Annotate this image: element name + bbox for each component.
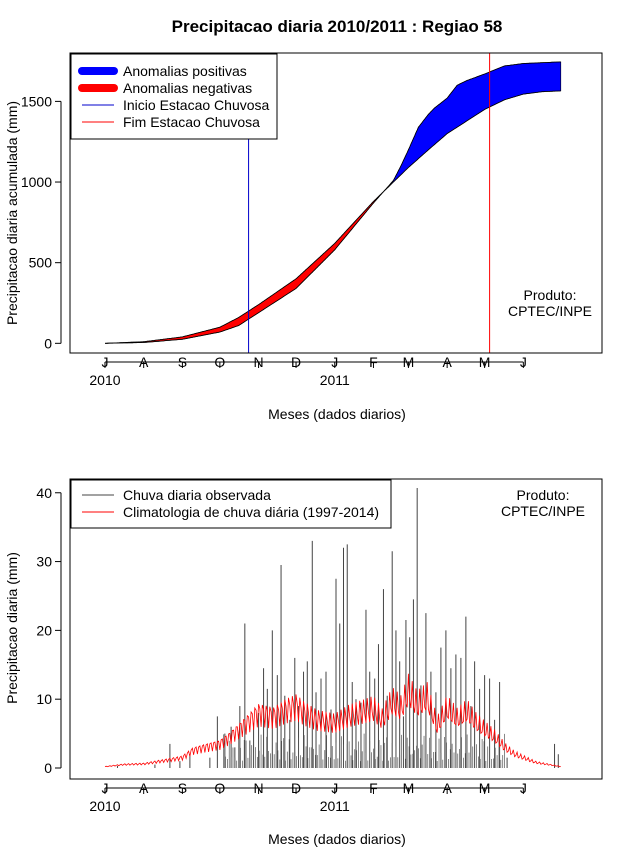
panel-daily: 0 10 20 30 40 J A S O N D J F M A M J 2010 2011 Precipita…	[4, 478, 603, 847]
y-tick-label: 500	[29, 255, 53, 271]
x-tick-label: O	[214, 780, 225, 796]
x-tick-label: A	[442, 354, 452, 370]
x-year-label: 2011	[320, 372, 350, 388]
x-tick-label: A	[139, 354, 149, 370]
x-axis-ticks: J A S O N D J F M A M J 2010 2011	[89, 354, 526, 388]
legend: Anomalias positivas Anomalias negativas …	[70, 53, 278, 140]
x-axis-ticks-daily: J A S O N D J F M A M J 2010 2011	[89, 780, 526, 814]
legend-label-observed: Chuva diaria observada	[123, 487, 271, 503]
plot-frame-daily	[69, 478, 603, 780]
x-year-label: 2010	[89, 798, 120, 814]
x-tick-label: N	[254, 780, 264, 796]
x-tick-label: M	[479, 780, 491, 796]
y-axis-label: Precipitacao diaria acumulada (mm)	[4, 101, 20, 325]
y-tick-label: 10	[36, 691, 52, 707]
x-tick-label: J	[101, 780, 108, 796]
x-tick-label: M	[403, 354, 415, 370]
x-axis-label-daily: Meses (dados diarios)	[268, 831, 406, 847]
legend-daily: Chuva diaria observada Climatologia de c…	[70, 479, 392, 529]
y-tick-label: 0	[44, 335, 52, 351]
y-axis-label-daily: Precipitacao diaria (mm)	[4, 552, 20, 704]
product-label: Produto:	[524, 287, 577, 303]
chart-title: Precipitacao diaria 2010/2011 : Regiao 5…	[172, 17, 503, 36]
x-tick-label: D	[291, 780, 301, 796]
x-tick-label: J	[520, 780, 527, 796]
product-source: CPTEC/INPE	[508, 303, 592, 319]
y-tick-label: 1000	[21, 174, 52, 190]
x-year-label: 2010	[89, 372, 120, 388]
legend-box-daily	[70, 479, 392, 529]
legend-label-negative: Anomalias negativas	[123, 80, 252, 96]
plot-frame	[69, 52, 603, 354]
x-tick-label: O	[214, 354, 225, 370]
x-tick-label: S	[178, 354, 187, 370]
x-tick-label: J	[520, 354, 527, 370]
legend-label-start: Inicio Estacao Chuvosa	[123, 97, 270, 113]
legend-label-end: Fim Estacao Chuvosa	[123, 114, 260, 130]
x-tick-label: S	[178, 780, 187, 796]
positive-anomaly-area	[383, 61, 562, 192]
negative-anomaly-area	[106, 192, 383, 344]
y-tick-label: 20	[36, 622, 52, 638]
observed-accumulated-line	[105, 61, 561, 344]
y-tick-label: 40	[36, 485, 52, 501]
x-tick-label: A	[139, 780, 149, 796]
product-source-daily: CPTEC/INPE	[501, 503, 585, 519]
y-axis-ticks: 0 500 1000 1500	[21, 93, 62, 351]
x-year-label: 2011	[320, 798, 350, 814]
x-tick-label: J	[101, 354, 108, 370]
x-tick-label: A	[442, 780, 452, 796]
x-tick-label: D	[291, 354, 301, 370]
y-tick-label: 0	[44, 760, 52, 776]
plot-area-daily	[104, 487, 561, 768]
product-label-daily: Produto:	[517, 487, 570, 503]
x-tick-label: F	[369, 780, 378, 796]
x-tick-label: J	[331, 780, 338, 796]
observed-daily-rain-bars	[116, 487, 559, 768]
y-axis-ticks-daily: 0 10 20 30 40	[36, 485, 62, 776]
x-tick-label: J	[331, 354, 338, 370]
legend-label-climatology: Climatologia de chuva diária (1997-2014)	[123, 504, 379, 520]
y-tick-label: 1500	[21, 93, 52, 109]
x-tick-label: M	[403, 780, 415, 796]
climatology-accumulated-line	[105, 90, 561, 344]
x-axis-label: Meses (dados diarios)	[268, 406, 406, 422]
x-tick-label: F	[369, 354, 378, 370]
y-tick-label: 30	[36, 554, 52, 570]
panel-accumulated: Precipitacao diaria 2010/2011 : Regiao 5…	[4, 17, 603, 422]
x-tick-label: M	[479, 354, 491, 370]
legend-label-positive: Anomalias positivas	[123, 63, 247, 79]
x-tick-label: N	[254, 354, 264, 370]
climatology-daily-line	[104, 673, 561, 768]
